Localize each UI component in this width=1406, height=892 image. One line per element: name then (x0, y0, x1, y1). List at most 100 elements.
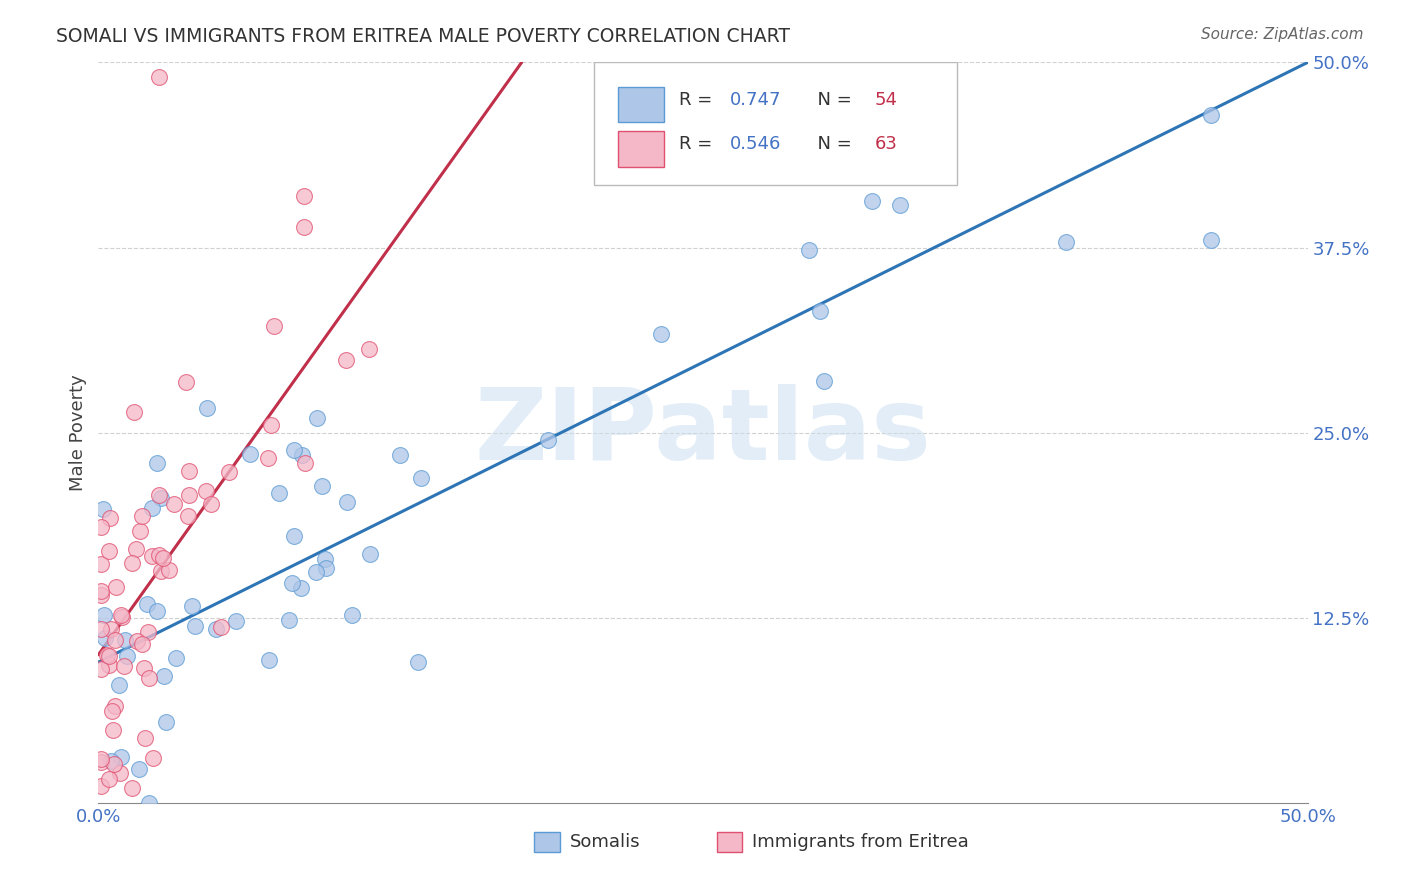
Point (1199, 233, 1222, 247)
Point (797, 243, 820, 257)
Point (650, 327, 672, 342)
Point (90, 519, 112, 533)
Point (148, 70, 170, 85)
Text: 0.546: 0.546 (730, 135, 780, 153)
Point (136, 597, 159, 611)
Point (94, 631, 117, 645)
Point (136, 624, 159, 639)
Point (195, 401, 218, 416)
Text: ZIPatlas: ZIPatlas (475, 384, 931, 481)
Point (100, 622, 122, 636)
Point (110, 766, 132, 780)
Point (860, 194, 883, 208)
Text: R =: R = (679, 135, 718, 153)
Point (153, 669, 176, 683)
Text: Somalis: Somalis (569, 833, 640, 851)
Point (128, 524, 150, 538)
Text: N =: N = (806, 91, 858, 109)
Point (335, 353, 357, 368)
Point (307, 410, 329, 425)
Point (290, 581, 312, 595)
Point (260, 418, 283, 433)
Point (179, 464, 201, 478)
Point (121, 556, 143, 570)
Point (150, 564, 173, 578)
Point (110, 607, 132, 622)
Point (205, 622, 228, 636)
Point (90, 779, 112, 793)
Point (101, 705, 124, 719)
Text: Source: ZipAtlas.com: Source: ZipAtlas.com (1201, 27, 1364, 42)
Point (291, 448, 314, 462)
Point (813, 374, 835, 388)
Point (148, 549, 170, 563)
Point (111, 610, 134, 624)
Point (98, 511, 121, 525)
Point (141, 500, 163, 515)
Point (121, 780, 143, 795)
Point (157, 563, 180, 577)
Point (1054, 235, 1077, 250)
Point (98, 543, 121, 558)
Point (103, 757, 125, 772)
Point (281, 576, 304, 591)
Point (114, 632, 136, 647)
Point (155, 714, 177, 729)
Point (165, 650, 187, 665)
Point (200, 497, 222, 511)
Point (91, 501, 114, 516)
Point (107, 678, 129, 692)
Point (813, 95, 835, 109)
Point (97, 648, 120, 663)
Point (292, 219, 315, 234)
Text: N =: N = (806, 135, 858, 153)
Text: 63: 63 (875, 135, 897, 153)
Point (90, 557, 112, 571)
Point (138, 671, 160, 685)
Point (411, 471, 433, 485)
Point (134, 731, 156, 745)
Point (90, 755, 112, 769)
Point (141, 549, 163, 563)
Point (146, 456, 169, 470)
Point (209, 620, 232, 634)
Point (131, 637, 153, 651)
FancyBboxPatch shape (619, 131, 664, 167)
FancyBboxPatch shape (595, 62, 957, 185)
Point (315, 561, 337, 575)
Point (314, 551, 336, 566)
Point (127, 634, 149, 648)
Point (311, 479, 333, 493)
Point (104, 699, 127, 714)
Point (148, 488, 170, 502)
Point (97, 772, 120, 787)
Point (263, 319, 285, 334)
Point (181, 599, 204, 613)
Point (112, 659, 135, 673)
Point (150, 491, 173, 505)
Point (98, 658, 121, 673)
Text: 0.747: 0.747 (730, 91, 782, 109)
Point (128, 763, 150, 777)
Point (808, 304, 831, 318)
Point (537, 433, 560, 447)
Point (90, 752, 112, 766)
Point (177, 508, 200, 523)
Point (90, 588, 112, 602)
Point (225, 614, 247, 628)
Point (357, 342, 380, 356)
Point (103, 632, 125, 647)
Point (267, 486, 290, 500)
Point (195, 483, 218, 498)
Point (90, 623, 112, 637)
Point (1199, 108, 1222, 122)
Point (110, 750, 132, 764)
Point (104, 580, 127, 594)
Point (124, 541, 146, 556)
Point (294, 456, 316, 470)
Point (177, 488, 200, 502)
Point (336, 494, 359, 508)
Point (90, 583, 112, 598)
Point (359, 547, 381, 561)
Point (304, 565, 326, 579)
